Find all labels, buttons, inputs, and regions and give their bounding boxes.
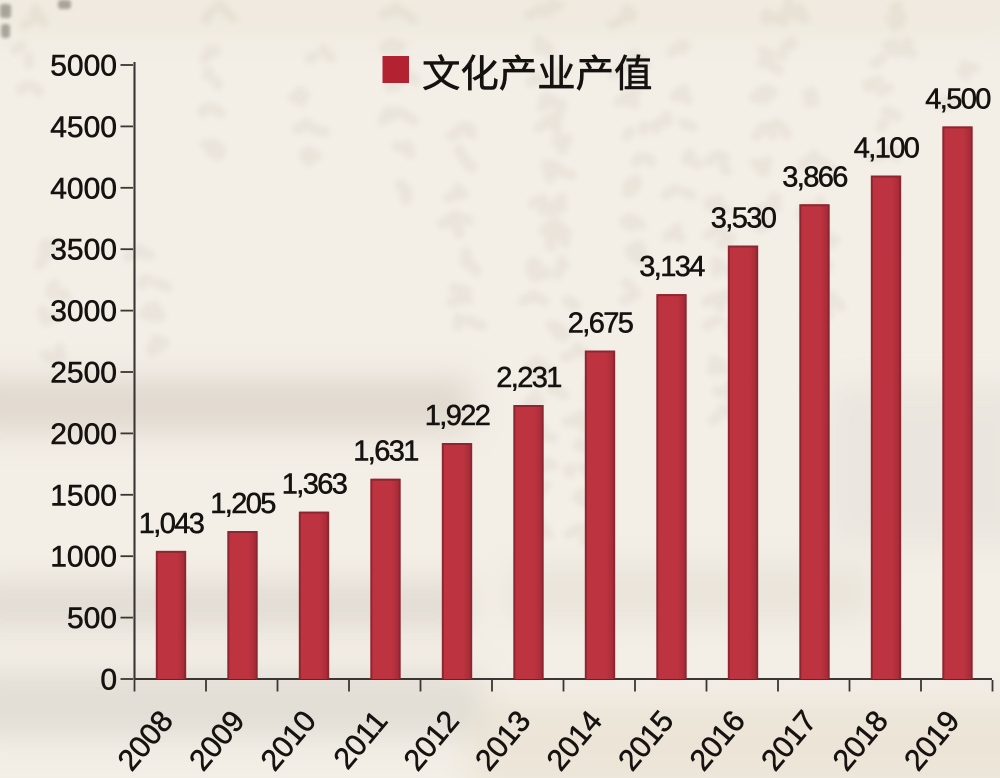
svg-text:1500: 1500 xyxy=(50,479,117,512)
svg-text:0: 0 xyxy=(100,664,117,697)
svg-text:1,043: 1,043 xyxy=(139,508,204,540)
svg-text:2,675: 2,675 xyxy=(568,308,633,340)
svg-text:1,631: 1,631 xyxy=(353,436,418,468)
svg-text:3,866: 3,866 xyxy=(782,161,847,193)
svg-text:500: 500 xyxy=(67,602,117,635)
svg-text:1,205: 1,205 xyxy=(210,488,275,520)
svg-text:2,231: 2,231 xyxy=(496,362,561,394)
svg-text:2000: 2000 xyxy=(50,418,117,451)
svg-text:4,100: 4,100 xyxy=(854,133,919,165)
svg-text:3,530: 3,530 xyxy=(711,203,776,235)
svg-text:5000: 5000 xyxy=(50,50,117,83)
svg-text:2500: 2500 xyxy=(50,357,117,390)
svg-text:3,134: 3,134 xyxy=(639,251,705,283)
svg-text:4000: 4000 xyxy=(50,172,117,205)
svg-text:4,500: 4,500 xyxy=(925,83,990,115)
svg-text:3000: 3000 xyxy=(50,295,117,328)
svg-text:1,922: 1,922 xyxy=(425,400,490,432)
svg-text:1000: 1000 xyxy=(50,541,117,574)
svg-text:3500: 3500 xyxy=(50,234,117,267)
svg-text:4500: 4500 xyxy=(50,111,117,144)
svg-text:1,363: 1,363 xyxy=(282,469,347,501)
